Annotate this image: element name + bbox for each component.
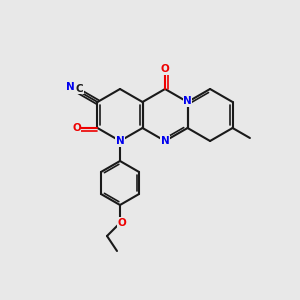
Text: O: O <box>161 64 170 74</box>
Text: N: N <box>161 136 170 146</box>
Text: O: O <box>72 123 81 133</box>
Text: N: N <box>183 96 192 106</box>
Text: N: N <box>116 136 124 146</box>
Text: N: N <box>66 82 75 92</box>
Text: O: O <box>118 218 126 228</box>
Text: C: C <box>76 83 83 94</box>
